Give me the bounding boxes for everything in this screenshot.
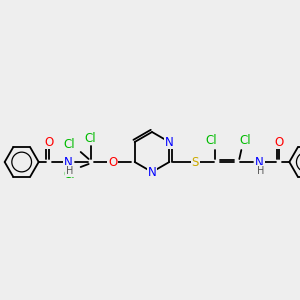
Text: O: O — [44, 136, 53, 148]
Text: N: N — [64, 155, 73, 169]
Text: Cl: Cl — [64, 167, 76, 181]
Text: N: N — [255, 155, 264, 169]
Text: H: H — [66, 166, 74, 176]
Text: Cl: Cl — [239, 134, 251, 148]
Text: N: N — [165, 136, 174, 148]
Text: Cl: Cl — [206, 134, 217, 148]
Text: S: S — [192, 155, 199, 169]
Text: N: N — [148, 166, 156, 178]
Text: O: O — [108, 155, 117, 169]
Text: Cl: Cl — [85, 131, 97, 145]
Text: Cl: Cl — [64, 139, 76, 152]
Text: H: H — [256, 166, 264, 176]
Text: O: O — [275, 136, 284, 148]
